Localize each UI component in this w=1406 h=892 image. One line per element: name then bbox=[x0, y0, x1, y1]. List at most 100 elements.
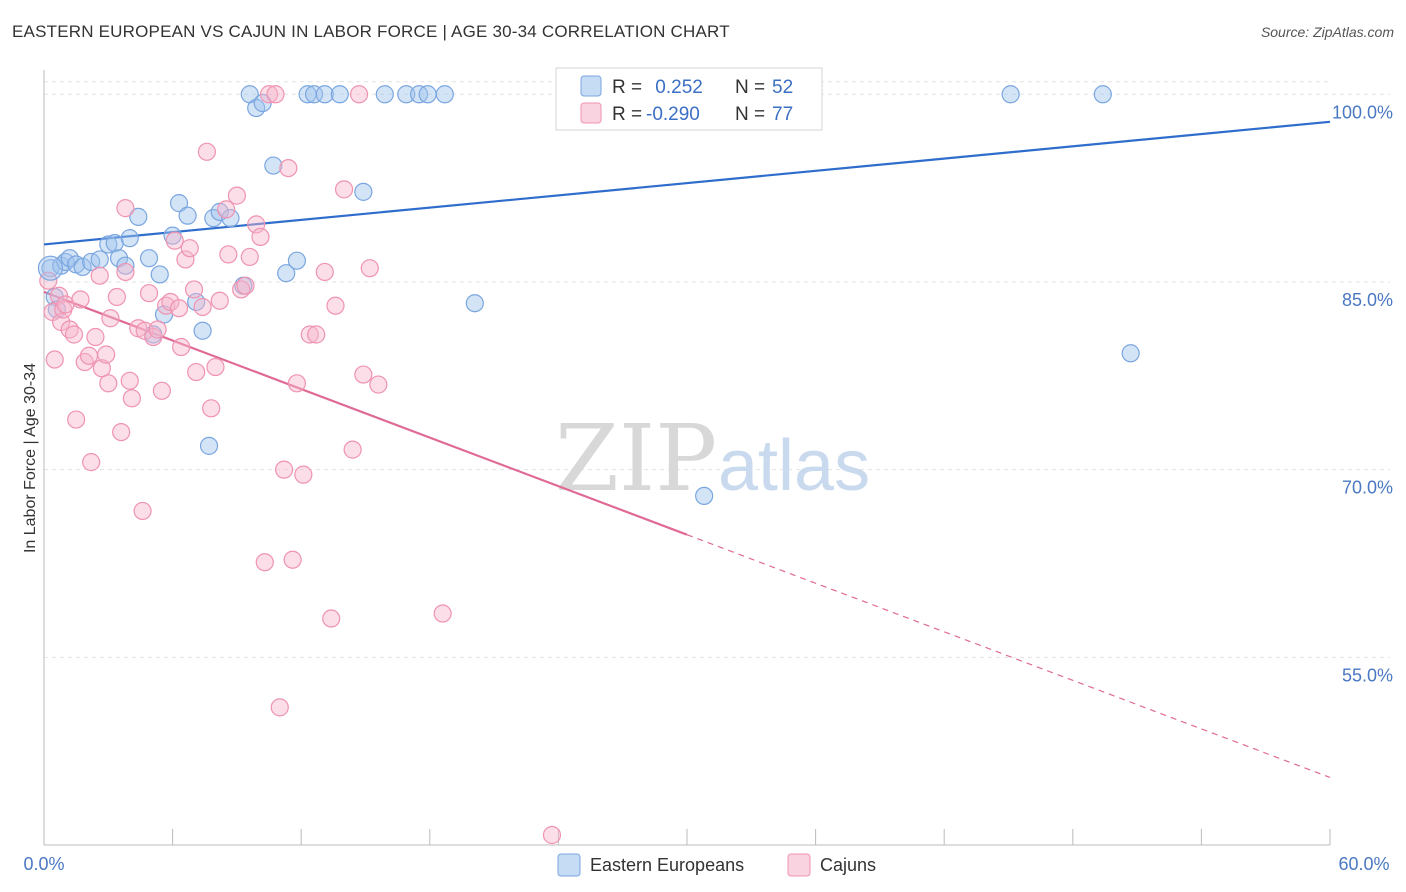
x-tick-label-min: 0.0% bbox=[23, 854, 64, 874]
y-tick-label-55: 55.0% bbox=[1342, 665, 1393, 685]
point-pink-49 bbox=[236, 276, 255, 295]
point-blue-34 bbox=[277, 264, 296, 283]
point-pink-44 bbox=[206, 357, 225, 377]
point-pink-50 bbox=[240, 247, 259, 267]
trend-layer bbox=[43, 120, 1331, 778]
point-pink-12 bbox=[79, 346, 99, 365]
legend-n-value-blue: 52 bbox=[772, 77, 793, 98]
point-pink-69 bbox=[349, 85, 369, 104]
point-blue-51 bbox=[1121, 344, 1140, 363]
point-pink-43 bbox=[202, 399, 221, 418]
point-pink-23 bbox=[120, 371, 139, 390]
top-legend: R = 0.252 N = 52 R = -0.290 N = 77 bbox=[555, 67, 823, 131]
point-pink-70 bbox=[354, 365, 373, 384]
point-pink-14 bbox=[86, 327, 105, 347]
point-pink-73 bbox=[433, 604, 452, 623]
point-blue-38 bbox=[315, 85, 334, 104]
point-pink-75 bbox=[217, 200, 236, 219]
point-blue-37 bbox=[304, 85, 324, 104]
point-pink-57 bbox=[274, 460, 294, 479]
point-blue-50 bbox=[1093, 85, 1112, 104]
watermark-atlas: atlas bbox=[718, 426, 870, 506]
source-credit: Source: ZipAtlas.com bbox=[1260, 24, 1394, 40]
point-pink-62 bbox=[300, 325, 319, 344]
point-pink-28 bbox=[139, 284, 159, 303]
y-tick-label-70: 70.0% bbox=[1342, 478, 1393, 498]
point-pink-21 bbox=[112, 422, 131, 442]
point-blue-47 bbox=[695, 486, 714, 506]
point-pink-6 bbox=[56, 295, 75, 314]
point-pink-18 bbox=[99, 374, 118, 393]
point-pink-40 bbox=[187, 362, 206, 382]
point-pink-66 bbox=[326, 296, 345, 315]
point-pink-58 bbox=[279, 158, 298, 178]
point-blue-16 bbox=[139, 249, 159, 268]
point-pink-13 bbox=[82, 453, 101, 472]
point-pink-16 bbox=[92, 359, 111, 378]
point-pink-52 bbox=[251, 227, 270, 247]
point-pink-2 bbox=[45, 350, 64, 369]
point-blue-18 bbox=[150, 265, 169, 284]
bottom-legend-label-blue: Eastern Europeans bbox=[590, 855, 744, 875]
point-blue-35 bbox=[287, 251, 307, 270]
y-axis-label: In Labor Force | Age 30-34 bbox=[22, 363, 39, 553]
legend-r-label-blue: R = bbox=[612, 77, 642, 98]
point-blue-45 bbox=[435, 85, 454, 104]
point-pink-8 bbox=[64, 325, 84, 344]
bottom-legend-label-pink: Cajuns bbox=[820, 855, 876, 875]
legend-n-label-blue: N = bbox=[735, 77, 765, 98]
point-pink-55 bbox=[266, 85, 285, 104]
point-pink-37 bbox=[176, 250, 195, 269]
point-pink-22 bbox=[116, 262, 135, 282]
point-pink-68 bbox=[343, 440, 362, 459]
point-pink-24 bbox=[122, 389, 141, 408]
point-pink-63 bbox=[307, 325, 326, 344]
bottom-legend-swatch-pink bbox=[787, 853, 811, 877]
trend-line-pink-solid bbox=[43, 290, 688, 536]
point-blue-46 bbox=[465, 294, 484, 313]
point-pink-31 bbox=[152, 381, 171, 400]
point-pink-15 bbox=[90, 266, 109, 285]
point-blue-15 bbox=[129, 207, 148, 226]
legend-r-label-pink: R = bbox=[612, 104, 642, 125]
trend-line-pink-dashed bbox=[686, 534, 1331, 778]
point-pink-39 bbox=[184, 280, 204, 299]
grid-layer bbox=[44, 81, 1390, 658]
legend-swatch-blue bbox=[580, 75, 602, 97]
point-pink-26 bbox=[133, 501, 152, 521]
point-pink-76 bbox=[116, 199, 135, 218]
point-blue-33 bbox=[264, 156, 283, 175]
point-pink-38 bbox=[180, 239, 199, 258]
x-tick-label-max: 60.0% bbox=[1338, 854, 1389, 874]
point-blue-49 bbox=[1001, 85, 1020, 104]
point-pink-10 bbox=[71, 290, 90, 309]
point-pink-34 bbox=[165, 231, 184, 250]
point-pink-54 bbox=[259, 85, 279, 104]
point-blue-41 bbox=[375, 85, 394, 104]
point-blue-22 bbox=[178, 206, 197, 225]
point-pink-35 bbox=[169, 299, 189, 318]
point-blue-42 bbox=[397, 85, 416, 104]
point-pink-19 bbox=[101, 309, 120, 328]
point-blue-28 bbox=[221, 209, 240, 228]
point-pink-56 bbox=[270, 698, 289, 717]
point-pink-9 bbox=[67, 410, 86, 429]
point-pink-65 bbox=[322, 609, 341, 628]
point-blue-10 bbox=[99, 235, 118, 254]
legend-swatch-pink bbox=[580, 102, 602, 124]
point-pink-17 bbox=[97, 345, 116, 364]
point-pink-42 bbox=[197, 142, 216, 161]
points-layer bbox=[37, 85, 1140, 845]
watermark-zip: ZIP bbox=[555, 405, 717, 512]
point-pink-46 bbox=[219, 245, 238, 264]
point-blue-13 bbox=[116, 256, 135, 275]
point-blue-9 bbox=[90, 250, 109, 269]
chart-title: EASTERN EUROPEAN VS CAJUN IN LABOR FORCE… bbox=[12, 22, 730, 41]
point-blue-21 bbox=[169, 194, 189, 213]
point-pink-53 bbox=[255, 553, 274, 572]
point-blue-cluster bbox=[37, 255, 64, 281]
point-pink-41 bbox=[193, 297, 212, 317]
y-tick-label-85: 85.0% bbox=[1342, 290, 1393, 310]
legend-n-value-pink: 77 bbox=[772, 104, 793, 125]
point-blue-14 bbox=[120, 229, 139, 248]
